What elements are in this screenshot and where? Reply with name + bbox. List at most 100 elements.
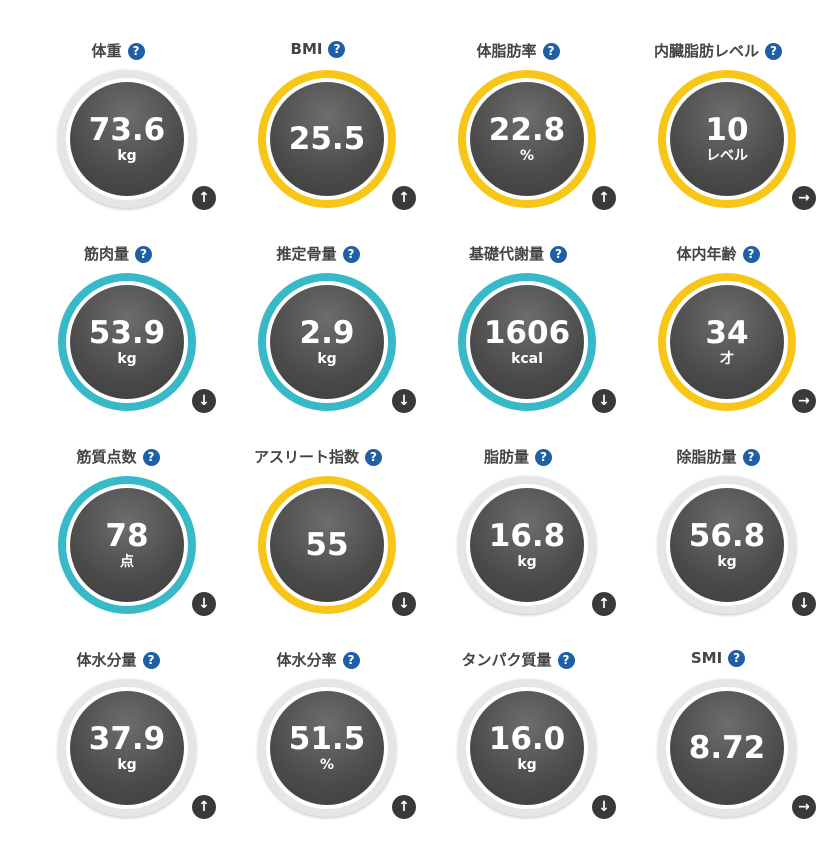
help-icon[interactable]: ? xyxy=(328,41,346,58)
metric-ring: 34 才 xyxy=(658,273,796,411)
metric-unit: kg xyxy=(717,554,737,570)
trend-arrow-icon[interactable]: ↓ xyxy=(192,389,216,413)
trend-arrow-icon[interactable]: ↑ xyxy=(392,795,416,819)
help-icon[interactable]: ? xyxy=(742,449,760,466)
metric-disc: 56.8 kg xyxy=(670,488,784,602)
metric-value: 51.5 xyxy=(288,721,366,757)
trend-arrow-icon[interactable]: ↓ xyxy=(192,592,216,616)
trend-arrow-icon[interactable]: → xyxy=(792,795,816,819)
metric-ring-inner: 2.9 kg xyxy=(266,281,388,403)
metric-unit: kg xyxy=(117,351,137,367)
metric-value: 56.8 xyxy=(688,518,766,554)
metric-value: 34 xyxy=(705,315,749,351)
trend-arrow-icon[interactable]: ↓ xyxy=(792,592,816,616)
metric-unit: 才 xyxy=(720,351,734,367)
metric-ring: 37.9 kg xyxy=(58,679,196,817)
metric-disc: 16.0 kg xyxy=(470,691,584,805)
metric-unit: kg xyxy=(517,757,537,773)
metric-ring-inner: 56.8 kg xyxy=(666,484,788,606)
help-icon[interactable]: ? xyxy=(550,246,567,263)
help-icon[interactable]: ? xyxy=(127,43,145,60)
metric-card: SMI? 8.72 → xyxy=(618,609,818,819)
trend-arrow-icon[interactable]: ↓ xyxy=(392,389,416,413)
trend-arrow-icon[interactable]: → xyxy=(792,389,816,413)
help-icon[interactable]: ? xyxy=(728,650,746,667)
metric-unit: kg xyxy=(117,757,137,773)
metric-disc: 1606 kcal xyxy=(470,285,584,399)
trend-arrow-icon[interactable]: ↑ xyxy=(392,186,416,210)
metric-title: 脂肪量? xyxy=(418,446,618,467)
metric-label: 体水分量 xyxy=(76,651,137,669)
metric-ring-inner: 16.8 kg xyxy=(466,484,588,606)
trend-arrow-icon[interactable]: ↓ xyxy=(592,389,616,413)
help-icon[interactable]: ? xyxy=(342,246,360,263)
metric-title: 推定骨量? xyxy=(218,243,418,264)
trend-arrow-icon[interactable]: ↑ xyxy=(192,186,216,210)
metric-title: BMI? xyxy=(218,40,418,58)
help-icon[interactable]: ? xyxy=(142,449,160,466)
metric-label: 脂肪量 xyxy=(483,448,529,466)
help-icon[interactable]: ? xyxy=(557,652,575,669)
metric-disc: 78 点 xyxy=(70,488,184,602)
metric-card: 筋質点数? 78 点 ↓ xyxy=(18,406,218,616)
metric-card: 体水分量? 37.9 kg ↑ xyxy=(18,609,218,819)
metric-label: 内臓脂肪レベル xyxy=(653,42,759,60)
metric-disc: 51.5 % xyxy=(270,691,384,805)
metric-card: 体内年齢? 34 才 → xyxy=(618,203,818,413)
metric-ring: 16.8 kg xyxy=(458,476,596,614)
metric-label: 除脂肪量 xyxy=(676,448,737,466)
metric-ring: 78 点 xyxy=(58,476,196,614)
help-icon[interactable]: ? xyxy=(742,246,760,263)
help-icon[interactable]: ? xyxy=(142,652,160,669)
metric-ring-inner: 51.5 % xyxy=(266,687,388,809)
metric-card: 除脂肪量? 56.8 kg ↓ xyxy=(618,406,818,616)
trend-arrow-icon[interactable]: ↓ xyxy=(392,592,416,616)
metric-disc: 2.9 kg xyxy=(270,285,384,399)
metric-ring: 51.5 % xyxy=(258,679,396,817)
metric-ring-inner: 25.5 xyxy=(266,78,388,200)
metric-disc: 8.72 xyxy=(670,691,784,805)
metric-value: 78 xyxy=(105,518,149,554)
metric-disc: 22.8 % xyxy=(470,82,584,196)
help-icon[interactable]: ? xyxy=(342,652,360,669)
metric-ring: 10 レベル xyxy=(658,70,796,208)
trend-arrow-icon[interactable]: ↑ xyxy=(592,186,616,210)
metric-card: 体重? 73.6 kg ↑ xyxy=(18,0,218,210)
metric-disc: 55 xyxy=(270,488,384,602)
metric-ring-inner: 73.6 kg xyxy=(66,78,188,200)
metric-disc: 25.5 xyxy=(270,82,384,196)
metric-value: 73.6 xyxy=(88,112,166,148)
metric-ring: 25.5 xyxy=(258,70,396,208)
metric-card: 体脂肪率? 22.8 % ↑ xyxy=(418,0,618,210)
metric-value: 53.9 xyxy=(88,315,166,351)
metric-title: 体内年齢? xyxy=(618,243,818,264)
metric-value: 2.9 xyxy=(299,315,355,351)
metric-label: SMI xyxy=(690,649,723,667)
metric-label: タンパク質量 xyxy=(461,651,552,669)
trend-arrow-icon[interactable]: ↓ xyxy=(592,795,616,819)
trend-arrow-icon[interactable]: ↑ xyxy=(592,592,616,616)
metric-title: 基礎代謝量? xyxy=(418,243,618,264)
metric-ring-inner: 37.9 kg xyxy=(66,687,188,809)
metric-label: アスリート指数 xyxy=(253,448,359,466)
help-icon[interactable]: ? xyxy=(535,449,552,466)
help-icon[interactable]: ? xyxy=(765,43,782,60)
metric-ring: 2.9 kg xyxy=(258,273,396,411)
trend-arrow-icon[interactable]: → xyxy=(792,186,816,210)
help-icon[interactable]: ? xyxy=(542,43,560,60)
metric-value: 16.0 xyxy=(488,721,566,757)
metric-title: 体脂肪率? xyxy=(418,40,618,61)
metric-card: 体水分率? 51.5 % ↑ xyxy=(218,609,418,819)
metric-label: 体重 xyxy=(91,42,122,60)
metric-label: BMI xyxy=(290,40,323,58)
metric-unit: kg xyxy=(317,351,337,367)
metric-disc: 53.9 kg xyxy=(70,285,184,399)
metric-ring-inner: 78 点 xyxy=(66,484,188,606)
metric-ring-inner: 8.72 xyxy=(666,687,788,809)
help-icon[interactable]: ? xyxy=(365,449,382,466)
metric-ring-inner: 22.8 % xyxy=(466,78,588,200)
help-icon[interactable]: ? xyxy=(135,246,152,263)
trend-arrow-icon[interactable]: ↑ xyxy=(192,795,216,819)
metric-ring: 1606 kcal xyxy=(458,273,596,411)
